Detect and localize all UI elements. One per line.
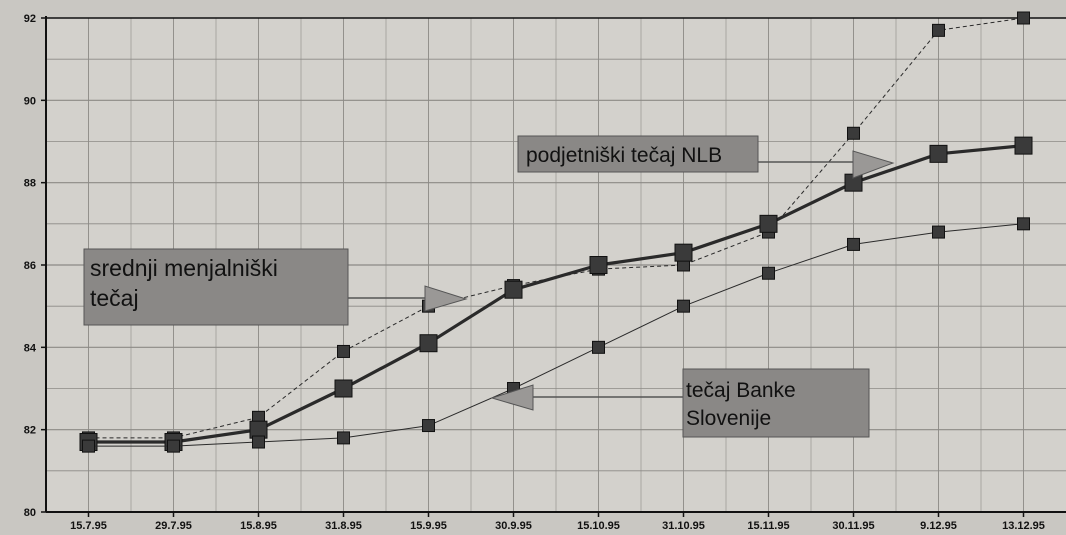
x-tick-label: 15.8.95 [240, 520, 277, 532]
x-tick-label: 30.9.95 [495, 520, 532, 532]
y-tick-label: 90 [24, 95, 36, 107]
data-point-bs [422, 419, 435, 433]
bs-arrow-head [490, 384, 534, 411]
nlb-arrow-head [852, 150, 895, 179]
data-point-srednji [419, 334, 438, 353]
data-point-bs [847, 237, 860, 251]
x-tick-label: 13.12.95 [1002, 520, 1045, 532]
nlb-label-box [517, 135, 759, 173]
x-tick-label: 31.8.95 [325, 520, 362, 532]
data-point-srednji [929, 144, 948, 163]
series-line-srednji [88, 144, 1024, 444]
data-point-bs [677, 299, 690, 313]
x-tick-label: 15.10.95 [577, 520, 620, 532]
data-point-nlb [932, 23, 945, 37]
y-tick-label: 86 [24, 260, 36, 272]
y-tick-label: 92 [24, 13, 36, 25]
data-point-srednji [1014, 136, 1033, 155]
y-tick-label: 82 [24, 425, 36, 437]
data-point-nlb [1017, 11, 1030, 25]
data-point-bs [592, 340, 605, 354]
x-tick-label: 15.9.95 [410, 520, 447, 532]
data-point-bs [337, 431, 350, 445]
x-tick-label: 30.11.95 [832, 520, 874, 532]
srednji-arrow-head [424, 285, 468, 312]
x-tick-label: 15.7.95 [70, 520, 107, 532]
y-tick-label: 88 [24, 178, 36, 190]
data-point-bs [1017, 217, 1030, 231]
data-point-srednji [759, 214, 778, 233]
data-point-srednji [504, 280, 523, 299]
x-tick-label: 29.7.95 [155, 520, 192, 532]
y-tick-label: 80 [24, 507, 36, 519]
nlb-label-text: podjetniški tečaj NLB [526, 144, 722, 167]
data-point-nlb [847, 126, 860, 140]
srednji-label-line1: srednji menjalniški [90, 255, 278, 281]
data-point-srednji [589, 256, 608, 274]
bs-label-line1: tečaj Banke [686, 379, 796, 402]
x-tick-label: 31.10.95 [662, 520, 705, 532]
series-line-bs [88, 223, 1024, 447]
data-point-bs [932, 225, 945, 239]
data-point-nlb [337, 344, 350, 358]
bs-label-line2: Slovenije [686, 407, 771, 430]
data-point-bs [167, 439, 180, 453]
data-point-bs [762, 266, 775, 280]
x-tick-label: 15.11.95 [747, 520, 789, 532]
srednji-label-box [83, 248, 349, 326]
srednji-label-line2: tečaj [90, 285, 139, 311]
data-point-bs [82, 439, 95, 453]
y-tick-label: 84 [24, 342, 37, 354]
bs-label-box [682, 368, 870, 438]
data-point-srednji [674, 243, 693, 262]
data-point-srednji [334, 379, 353, 398]
x-tick-label: 9.12.95 [920, 520, 957, 532]
data-point-bs [252, 435, 265, 449]
